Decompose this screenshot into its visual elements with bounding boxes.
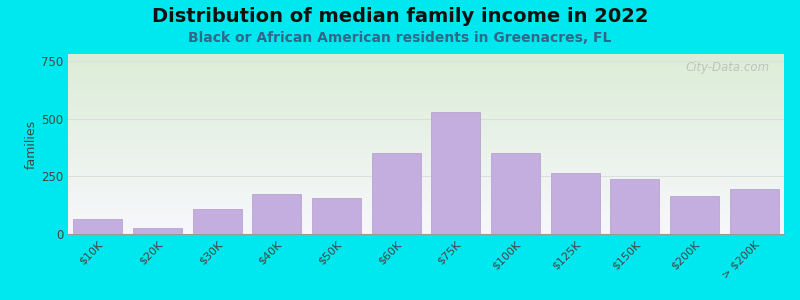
- Bar: [431, 112, 480, 234]
- Bar: [193, 208, 242, 234]
- Bar: [133, 227, 182, 234]
- Y-axis label: families: families: [25, 119, 38, 169]
- Bar: [550, 173, 600, 234]
- Bar: [491, 153, 540, 234]
- Text: Distribution of median family income in 2022: Distribution of median family income in …: [152, 8, 648, 26]
- Bar: [372, 153, 421, 234]
- Bar: [74, 219, 122, 234]
- Text: Black or African American residents in Greenacres, FL: Black or African American residents in G…: [188, 32, 612, 46]
- Bar: [312, 198, 361, 234]
- Bar: [670, 196, 719, 234]
- Bar: [252, 194, 302, 234]
- Bar: [610, 178, 659, 234]
- Bar: [730, 189, 778, 234]
- Text: City-Data.com: City-Data.com: [686, 61, 770, 74]
